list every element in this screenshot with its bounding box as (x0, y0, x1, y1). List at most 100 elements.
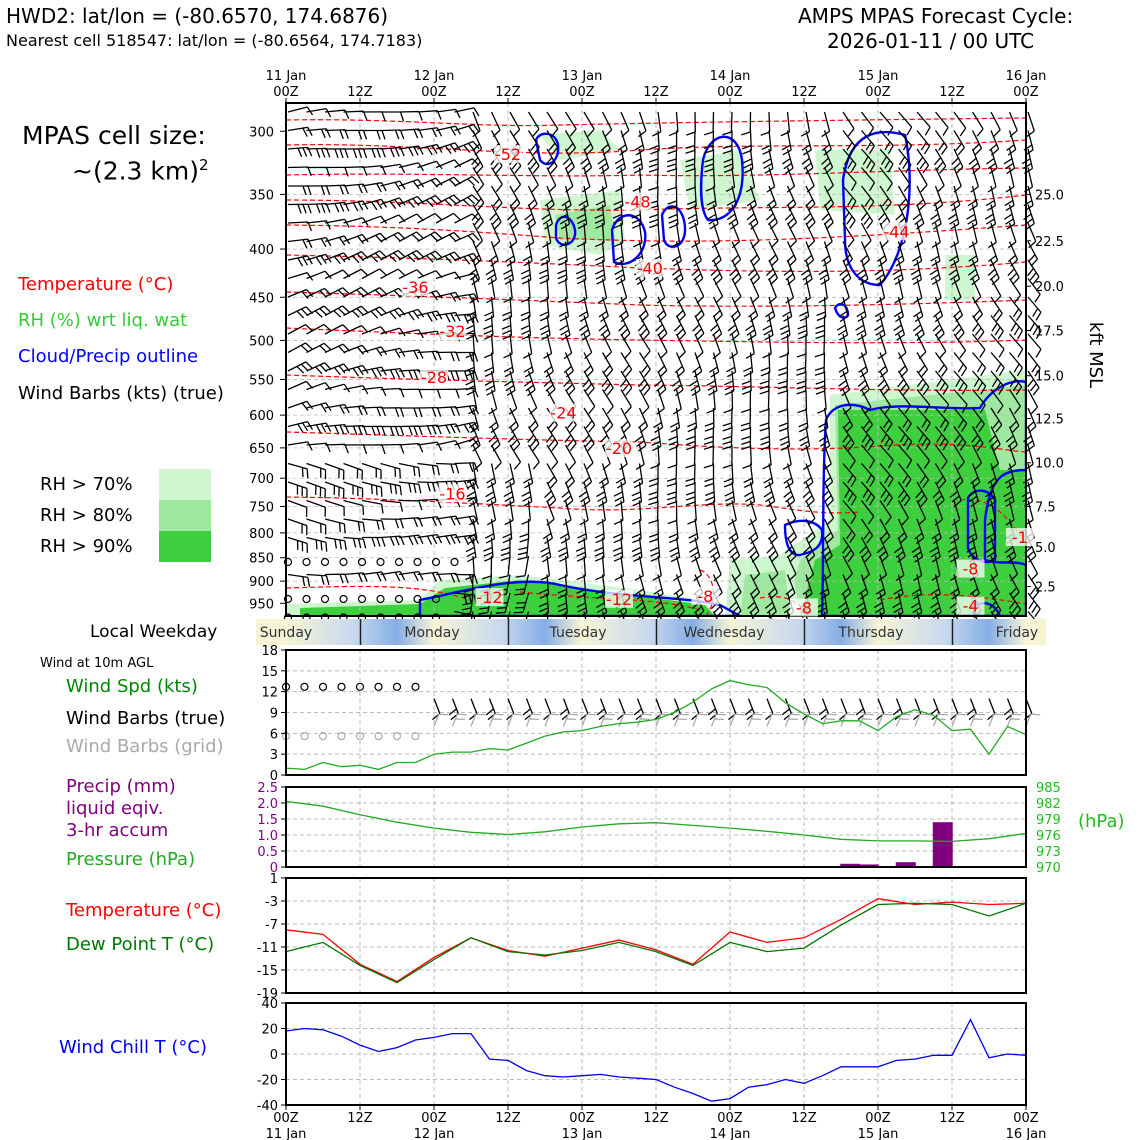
xs-wind-barb (786, 518, 798, 538)
xs-wind-barb (884, 202, 892, 211)
xs-wind-barb (704, 422, 714, 427)
xs-wind-barb (333, 256, 341, 265)
precip-liquid-label: liquid eqiv. (66, 798, 164, 819)
xs-wind-barb (875, 273, 885, 281)
calm-marker (300, 682, 309, 691)
xs-wind-barb (723, 380, 734, 386)
xs-wind-barb (521, 329, 531, 335)
xs-wind-barb (287, 255, 308, 261)
xs-wind-barb (880, 489, 887, 499)
xs-wind-barb (974, 327, 982, 336)
xs-wind-barb (520, 311, 530, 317)
xs-wind-barb (968, 255, 977, 262)
xs-wind-barb (884, 437, 891, 447)
xs-wind-barb (655, 324, 663, 332)
xs-wind-barb (445, 424, 451, 435)
xs-wind-barb (676, 328, 684, 337)
xs-wind-barb (934, 333, 947, 352)
xs-wind-barb (594, 255, 605, 261)
xs-wind-barb (450, 313, 456, 323)
xs-wind-barb (472, 278, 479, 299)
xs-wind-barb (906, 126, 913, 136)
xs-wind-barb (380, 180, 401, 187)
xs-wind-barb (807, 221, 816, 230)
cloud-outline (534, 132, 560, 166)
xs-wind-barb (675, 352, 685, 372)
xs-wind-barb (948, 213, 957, 220)
xs-wind-barb (902, 419, 909, 428)
xs-wind-barb (740, 427, 751, 432)
xs-wind-barb (634, 575, 644, 581)
wind-y-tick-label: 9 (270, 707, 278, 722)
xs-wind-barb (287, 342, 306, 354)
xs-wind-barb (650, 435, 660, 442)
xs-wind-barb (455, 423, 461, 433)
xs-wind-barb (916, 222, 924, 243)
xs-wind-barb (584, 351, 593, 360)
xs-wind-barb (596, 205, 606, 211)
top-date-label: 11 Jan (266, 69, 307, 84)
xs-wind-barb (916, 389, 931, 406)
xs-wind-barb (614, 158, 624, 165)
xs-wind-barb (567, 388, 576, 396)
xs-wind-barb (360, 268, 369, 277)
xs-wind-barb (463, 144, 471, 153)
xs-wind-barb (287, 324, 306, 335)
xs-wind-barb (431, 465, 435, 475)
xs-wind-barb (413, 407, 418, 418)
xs-wind-barb (782, 149, 792, 156)
xs-wind-barb (454, 232, 474, 243)
xs-wind-barb (749, 500, 757, 520)
xs-wind-barb (477, 184, 485, 193)
xs-wind-barb (951, 157, 959, 166)
xs-wind-barb (532, 146, 540, 156)
xs-wind-barb (947, 546, 957, 553)
xs-wind-barb (531, 184, 539, 193)
xs-wind-barb (564, 111, 577, 130)
surface-wind-barb (507, 698, 515, 714)
xs-wind-barb (847, 128, 855, 137)
xs-wind-barb (643, 387, 651, 396)
xs-wind-barb (974, 462, 982, 471)
xs-wind-barb (601, 518, 605, 539)
xs-wind-barb (601, 574, 606, 595)
xs-wind-barb (376, 148, 381, 158)
xs-wind-barb (474, 216, 482, 225)
xs-wind-barb (670, 556, 680, 563)
xs-wind-barb (914, 218, 923, 226)
xs-wind-barb (778, 366, 788, 372)
xs-wind-barb (527, 315, 532, 336)
xs-wind-barb (601, 222, 605, 243)
bottom-date-label: 11 Jan (266, 1127, 307, 1140)
xs-wind-barb (839, 606, 849, 614)
xs-wind-barb (362, 166, 368, 176)
xs-wind-barb (950, 199, 959, 207)
xs-wind-barb (417, 127, 438, 132)
xs-wind-barb (412, 180, 420, 190)
xs-wind-barb (594, 213, 604, 219)
xs-wind-barb (1008, 222, 1017, 243)
xs-wind-barb (887, 145, 894, 155)
xs-wind-barb (324, 443, 346, 446)
xs-wind-barb (1016, 367, 1023, 377)
xs-wind-barb (583, 130, 594, 149)
xs-wind-barb (490, 278, 496, 299)
xs-wind-barb (932, 223, 942, 230)
grid-wind-barb (618, 714, 625, 727)
xs-wind-barb (859, 592, 869, 600)
surface-wind-barb (488, 698, 496, 714)
calm-marker-grid (374, 732, 383, 741)
xs-wind-barb (601, 500, 606, 521)
xs-wind-barb (862, 156, 869, 166)
xs-wind-barb (450, 535, 456, 545)
xs-wind-barb (361, 234, 369, 243)
precip-label: Precip (mm) (66, 776, 176, 797)
xs-wind-barb (324, 109, 345, 113)
xs-wind-barb (759, 390, 769, 395)
xs-wind-barb (577, 297, 588, 304)
xs-wind-barb (971, 407, 985, 425)
xs-wind-barb (974, 147, 982, 156)
xs-wind-barb (876, 255, 886, 262)
xs-wind-barb (921, 437, 928, 447)
xs-wind-barb (867, 515, 875, 525)
